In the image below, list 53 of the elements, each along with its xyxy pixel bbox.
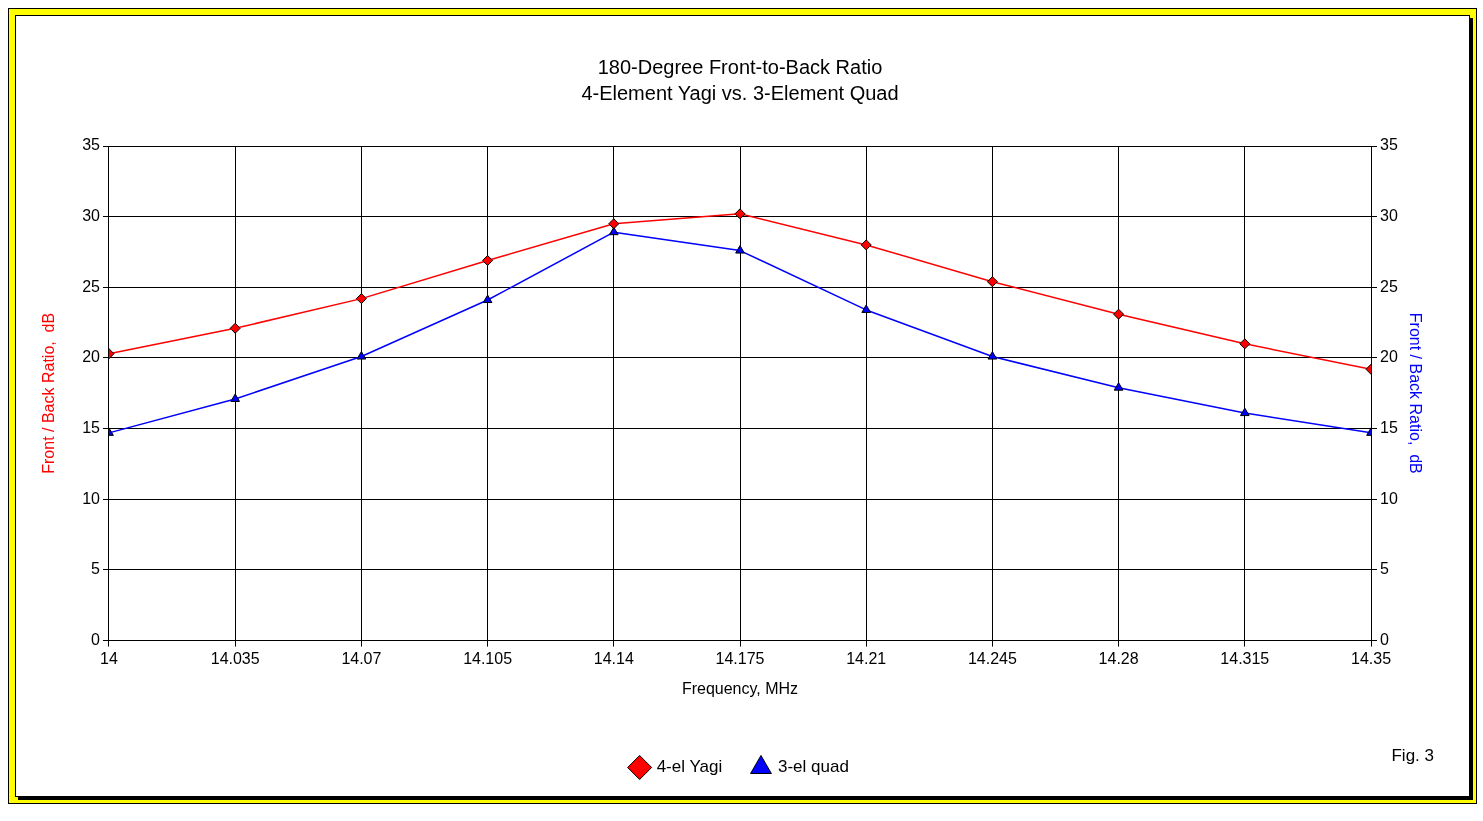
point: [986, 276, 998, 288]
y2-tick-label: 10: [1380, 489, 1398, 507]
y2-tick-label: 20: [1380, 348, 1398, 366]
chart-title: 180-Degree Front-to-Back Ratio: [597, 55, 883, 78]
y-axis-title: Front / Back Ratio, dB: [40, 312, 58, 474]
point: [1113, 382, 1124, 391]
x-tick-label: 14.21: [846, 649, 887, 667]
point: [987, 351, 998, 360]
x-axis-title: Frequency, MHz: [681, 679, 799, 697]
point: [356, 351, 367, 360]
y-tick-label: 20: [82, 348, 101, 366]
point: [1113, 308, 1125, 320]
x-tick-label: 14.07: [341, 649, 382, 667]
x-tick-label: 14.35: [1350, 649, 1392, 667]
x-tick-label: 14: [100, 649, 118, 667]
y-tick-label: 30: [82, 207, 101, 225]
point: [1239, 407, 1250, 417]
x-tick-label: 14.315: [1220, 649, 1270, 667]
point: [608, 218, 620, 230]
y-tick-label: 5: [91, 560, 101, 578]
x-tick-label: 14.28: [1098, 649, 1139, 667]
y2-tick-label: 35: [1380, 136, 1398, 154]
y2-tick-label: 5: [1380, 560, 1389, 578]
point: [482, 254, 494, 266]
point: [229, 322, 241, 334]
point: [355, 293, 367, 305]
x-tick-label: 14.035: [210, 649, 260, 667]
y2-axis-title: Front / Back Ratio, dB: [1406, 312, 1424, 474]
y-tick-label: 15: [82, 419, 101, 437]
point: [861, 304, 872, 313]
point: [860, 239, 872, 251]
x-tick-label: 14.14: [593, 649, 634, 667]
point: [734, 208, 746, 220]
x-tick-label: 14.245: [967, 649, 1017, 667]
y2-tick-label: 0: [1380, 631, 1389, 649]
y2-tick-label: 25: [1380, 277, 1398, 295]
point: [735, 245, 745, 254]
y-tick-label: 0: [91, 631, 101, 649]
point: [608, 226, 619, 236]
point: [1239, 338, 1251, 350]
y2-tick-label: 30: [1380, 207, 1398, 225]
legend-label: 4-el Yagi: [656, 757, 723, 777]
y-tick-label: 25: [82, 277, 101, 295]
point: [230, 393, 241, 402]
caption: Fig. 3: [1391, 745, 1434, 765]
y-tick-label: 35: [82, 136, 101, 154]
chart-subtitle: 4-Element Yagi vs. 3-Element Quad: [581, 81, 899, 104]
legend-label: 3-el quad: [777, 757, 849, 777]
x-tick-label: 14.175: [715, 649, 765, 667]
y2-tick-label: 15: [1380, 419, 1398, 437]
point: [482, 294, 493, 304]
y-tick-label: 10: [82, 489, 101, 507]
x-tick-label: 14.105: [463, 649, 513, 667]
